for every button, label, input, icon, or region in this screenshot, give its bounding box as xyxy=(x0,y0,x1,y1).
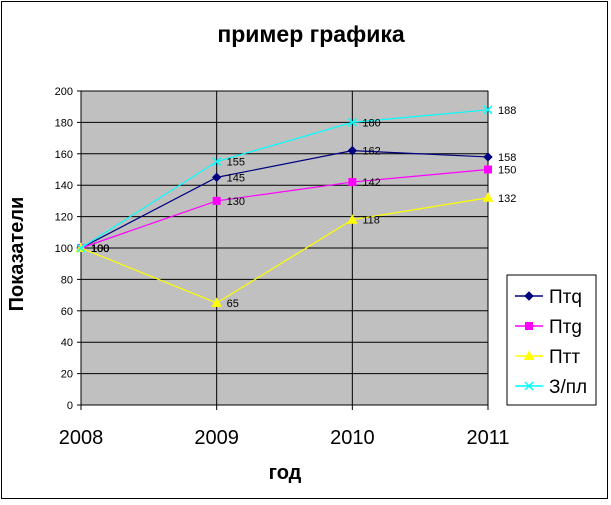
chart-frame: пример графика 2008 2009 2010 2011 0 20 40 60 8… xyxy=(1,1,608,499)
legend-item: З/пл xyxy=(515,377,587,398)
chart-title: пример графика xyxy=(217,21,405,47)
line-chart: пример графика 2008 2009 2010 2011 0 20 40 60 8… xyxy=(6,21,597,484)
legend-item: Птт xyxy=(515,347,580,368)
y-tick-label: 0 xyxy=(67,400,73,412)
data-label: 150 xyxy=(498,165,516,177)
point-marker xyxy=(346,214,358,224)
y-tick-label: 180 xyxy=(55,117,73,129)
point-marker xyxy=(211,172,222,183)
data-label: 142 xyxy=(362,177,380,189)
y-tick-label: 20 xyxy=(61,369,73,381)
point-marker xyxy=(483,152,493,162)
point-marker xyxy=(484,165,492,174)
x-axis-title: год xyxy=(269,462,302,484)
legend: Птq Птg Птт З/пл xyxy=(506,274,597,406)
data-label: 65 xyxy=(227,298,239,310)
point-marker xyxy=(347,117,357,127)
y-tick-label: 40 xyxy=(61,337,73,349)
point-marker xyxy=(347,145,358,156)
x-tick-label: 2008 xyxy=(59,427,104,449)
data-label: 145 xyxy=(227,172,245,184)
data-label: 100 xyxy=(91,243,109,255)
data-label: 100 xyxy=(91,243,109,255)
point-marker xyxy=(348,178,357,187)
y-axis-title: Показатели xyxy=(6,197,28,312)
point-marker xyxy=(482,192,494,202)
series-line xyxy=(80,150,489,249)
data-label: 118 xyxy=(362,215,380,227)
x-tick-label: 2011 xyxy=(466,427,509,449)
y-axis-tick-labels: 0 20 40 60 80 100 120 140 160 180 200 xyxy=(55,86,81,412)
y-tick-label: 60 xyxy=(61,306,73,318)
legend-label: Птт xyxy=(549,347,580,368)
data-label: 100 xyxy=(91,243,109,255)
plot-area xyxy=(80,90,489,410)
data-label: 130 xyxy=(227,196,245,208)
point-marker xyxy=(212,157,222,167)
series-line xyxy=(80,168,489,249)
data-label: 132 xyxy=(498,193,516,205)
y-tick-label: 100 xyxy=(55,243,73,255)
y-tick-label: 200 xyxy=(55,86,73,98)
data-label: 162 xyxy=(362,146,380,158)
series-line xyxy=(80,197,489,304)
data-label: 158 xyxy=(498,152,516,164)
legend-item: Птg xyxy=(515,317,582,338)
y-tick-label: 140 xyxy=(55,180,73,192)
y-tick-label: 120 xyxy=(55,212,73,224)
point-marker xyxy=(76,243,86,253)
x-axis-tick-labels: 2008 2009 2010 2011 xyxy=(59,427,510,449)
data-label: 100 xyxy=(91,243,109,255)
point-marker xyxy=(483,105,493,115)
data-label: 180 xyxy=(362,117,380,129)
series-Птq: 100 145 162 158 xyxy=(76,145,516,255)
point-marker xyxy=(212,196,221,205)
legend-label: Птq xyxy=(549,287,582,308)
point-marker xyxy=(525,322,533,330)
point-marker xyxy=(524,381,534,391)
x-tick-label: 2010 xyxy=(330,427,375,449)
point-marker xyxy=(523,350,535,360)
legend-item: Птq xyxy=(515,287,582,308)
series-line xyxy=(80,109,489,249)
x-tick-label: 2009 xyxy=(194,427,239,449)
series-Птg: 100 130 142 150 xyxy=(77,165,516,255)
data-label: 188 xyxy=(498,105,516,117)
point-marker xyxy=(211,297,223,307)
y-tick-label: 160 xyxy=(55,149,73,161)
legend-label: Птg xyxy=(549,317,582,338)
series-З/пл: 100 155 180 188 xyxy=(76,105,516,255)
data-label: 155 xyxy=(227,157,245,169)
point-marker xyxy=(524,291,534,301)
y-tick-label: 80 xyxy=(61,274,73,286)
legend-label: З/пл xyxy=(549,377,587,398)
